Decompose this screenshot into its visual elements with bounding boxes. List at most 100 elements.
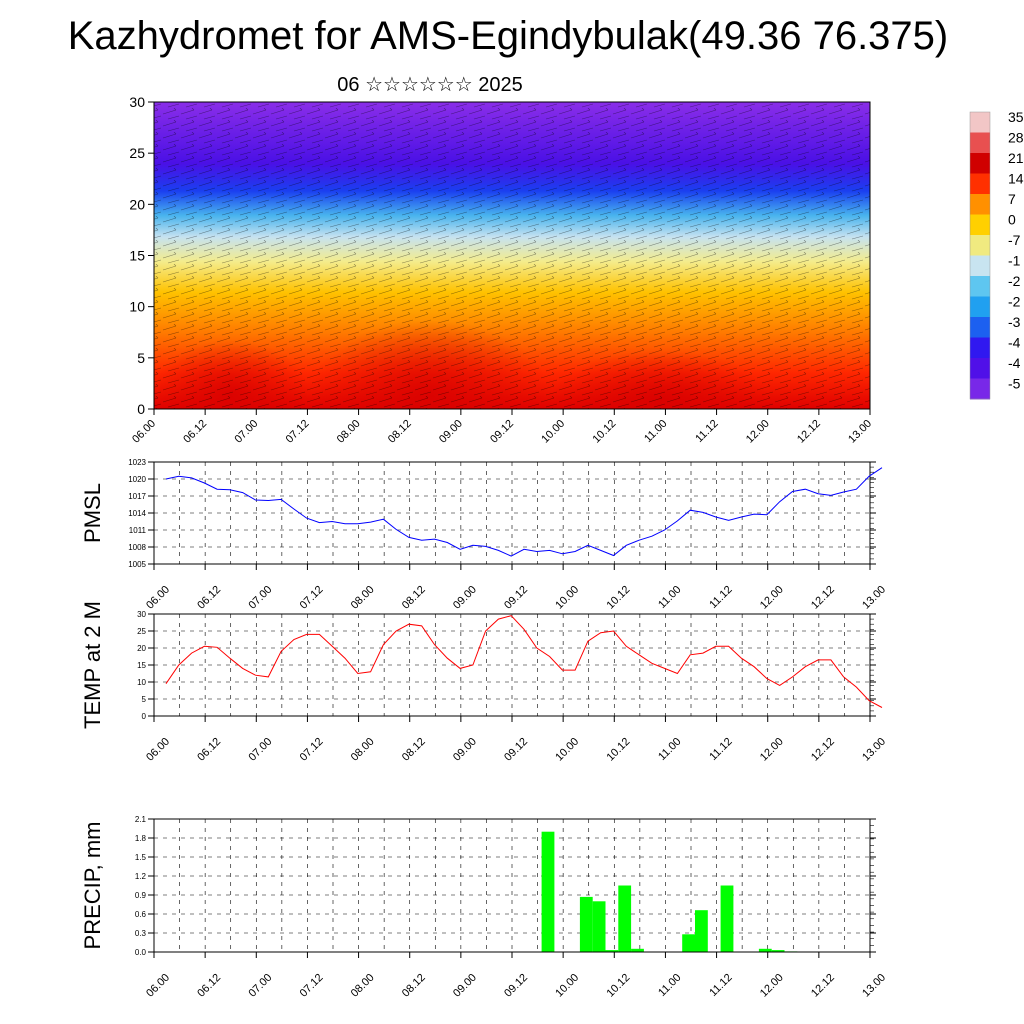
x-tick-label: 12.00 [758,736,786,764]
y-tick-label: 30 [129,94,145,110]
x-tick-label: 07.12 [298,972,326,1000]
y-tick-label: 10 [137,678,146,687]
y-tick-label: 15 [137,661,146,670]
x-tick-label: 08.12 [400,584,428,612]
y-tick-label: 5 [142,695,147,704]
pmsl-panel: 1005 1008 1011 1014 1017 1020 1023 PMSL 06.00 06.… [80,458,888,612]
x-tick-label: 11.12 [693,418,720,445]
y-tick-label: 20 [137,644,146,653]
x-tick-label: 07.12 [298,584,326,612]
pmsl-frame [153,461,871,565]
colorbar-label: -4 [1008,335,1021,351]
cross-section-panel: 0 5 10 15 20 25 30 06.00 06.12 07.00 07.12 08.00 08… [129,94,874,446]
y-tick-label: 1023 [128,458,146,467]
temp-series [165,615,883,708]
y-tick-label: 2.1 [135,815,147,824]
y-tick-label: 1008 [128,543,146,552]
x-tick-label: 09.12 [502,972,530,1000]
y-axis-label: PRECIP, mm [80,822,105,950]
x-tick-label: 08.12 [400,972,428,1000]
precip-bar [592,901,606,952]
colorbar-label: 21 [1008,150,1024,166]
x-tick-label: 11.12 [707,736,734,763]
pmsl-axes: 1005 1008 1011 1014 1017 1020 1023 PMSL 06.00 06.… [80,458,888,612]
x-tick-label: 06.00 [130,418,158,446]
colorbar-swatch [970,358,990,379]
y-axis-label: PMSL [80,483,105,543]
x-tick-label: 09.00 [451,736,479,764]
temp-panel: 0 5 10 15 20 25 30 TEMP at 2 M 06.00 06.12 07.00 07… [80,601,888,764]
x-tick-label: 06.12 [195,736,223,764]
y-tick-label: 25 [137,627,146,636]
precip-bar [695,910,708,952]
precip-bars [541,831,798,952]
x-tick-label: 09.12 [488,418,516,446]
colorbar-label: 14 [1008,171,1024,187]
precip-bar [720,885,734,952]
colorbar-swatch [970,296,990,318]
x-tick-label: 10.00 [553,972,581,1000]
x-tick-label: 11.12 [707,584,734,611]
y-tick-label: 0 [137,401,145,417]
x-tick-label: 10.12 [590,418,618,446]
colorbar-label: -2 [1008,273,1021,289]
colorbar-swatch [970,276,990,297]
precip-bar [579,896,593,952]
x-tick-label: 08.12 [386,418,414,446]
y-tick-label: 1017 [128,492,146,501]
precip-bar [541,831,555,952]
temp-grid [153,613,871,717]
x-tick-label: 12.00 [744,418,772,446]
y-tick-label: 0.9 [135,891,147,900]
colorbar-label: -5 [1008,376,1021,392]
x-tick-label: 10.12 [604,972,632,1000]
pmsl-line [165,467,883,557]
temp-line [165,615,883,708]
x-tick-label: 06.12 [195,972,223,1000]
x-tick-label: 07.12 [298,736,326,764]
x-tick-label: 09.12 [502,584,530,612]
y-axis-label: TEMP at 2 M [80,601,105,729]
x-tick-label: 08.00 [349,972,377,1000]
x-tick-label: 06.12 [181,418,209,446]
x-tick-label: 10.00 [553,584,581,612]
x-tick-label: 08.00 [335,418,363,446]
figure-subtitle: 06 ☆☆☆☆☆☆ 2025 [337,74,523,96]
cross-section-y-axis: 0 5 10 15 20 25 30 [129,94,154,417]
y-tick-label: 25 [129,145,145,161]
x-tick-label: 07.12 [284,418,312,446]
x-tick-label: 11.00 [642,418,669,445]
colorbar-swatch [970,235,990,256]
precip-axes: 0.0 0.3 0.6 0.9 1.2 1.5 1.8 2.1 PRECIP, mm 06.00 0… [80,815,888,1000]
x-tick-label: 12.00 [758,972,786,1000]
y-tick-label: 15 [129,248,145,264]
x-tick-label: 13.00 [860,972,888,1000]
x-tick-label: 06.12 [195,584,223,612]
y-tick-label: 0.3 [135,929,147,938]
x-tick-label: 10.12 [604,736,632,764]
pmsl-series [165,467,883,557]
x-tick-label: 12.12 [809,736,837,764]
colorbar-swatch [970,153,990,174]
colorbar-swatch [970,194,990,215]
colorbar-swatch [970,378,990,400]
x-tick-label: 07.00 [232,418,260,446]
y-tick-label: 0.0 [135,948,147,957]
precip-bar [771,950,785,952]
colorbar-label: -3 [1008,314,1021,330]
colorbar-swatch [970,214,990,236]
x-tick-label: 12.12 [795,418,823,446]
x-tick-label: 11.00 [656,584,683,611]
y-tick-label: 1.2 [135,872,147,881]
y-tick-label: 1020 [128,475,146,484]
precip-grid [153,818,871,953]
y-tick-label: 0.6 [135,910,147,919]
pmsl-grid [153,461,871,565]
y-tick-label: 30 [137,610,146,619]
colorbar-label: 7 [1008,191,1016,207]
x-tick-label: 12.00 [758,584,786,612]
wind-barbs-overlay [154,102,870,409]
colorbar: 35 28 21 14 7 0 -7 -1 -2 -2 -3 -4 -4 -5 [969,109,1024,400]
y-tick-label: 5 [137,350,145,366]
